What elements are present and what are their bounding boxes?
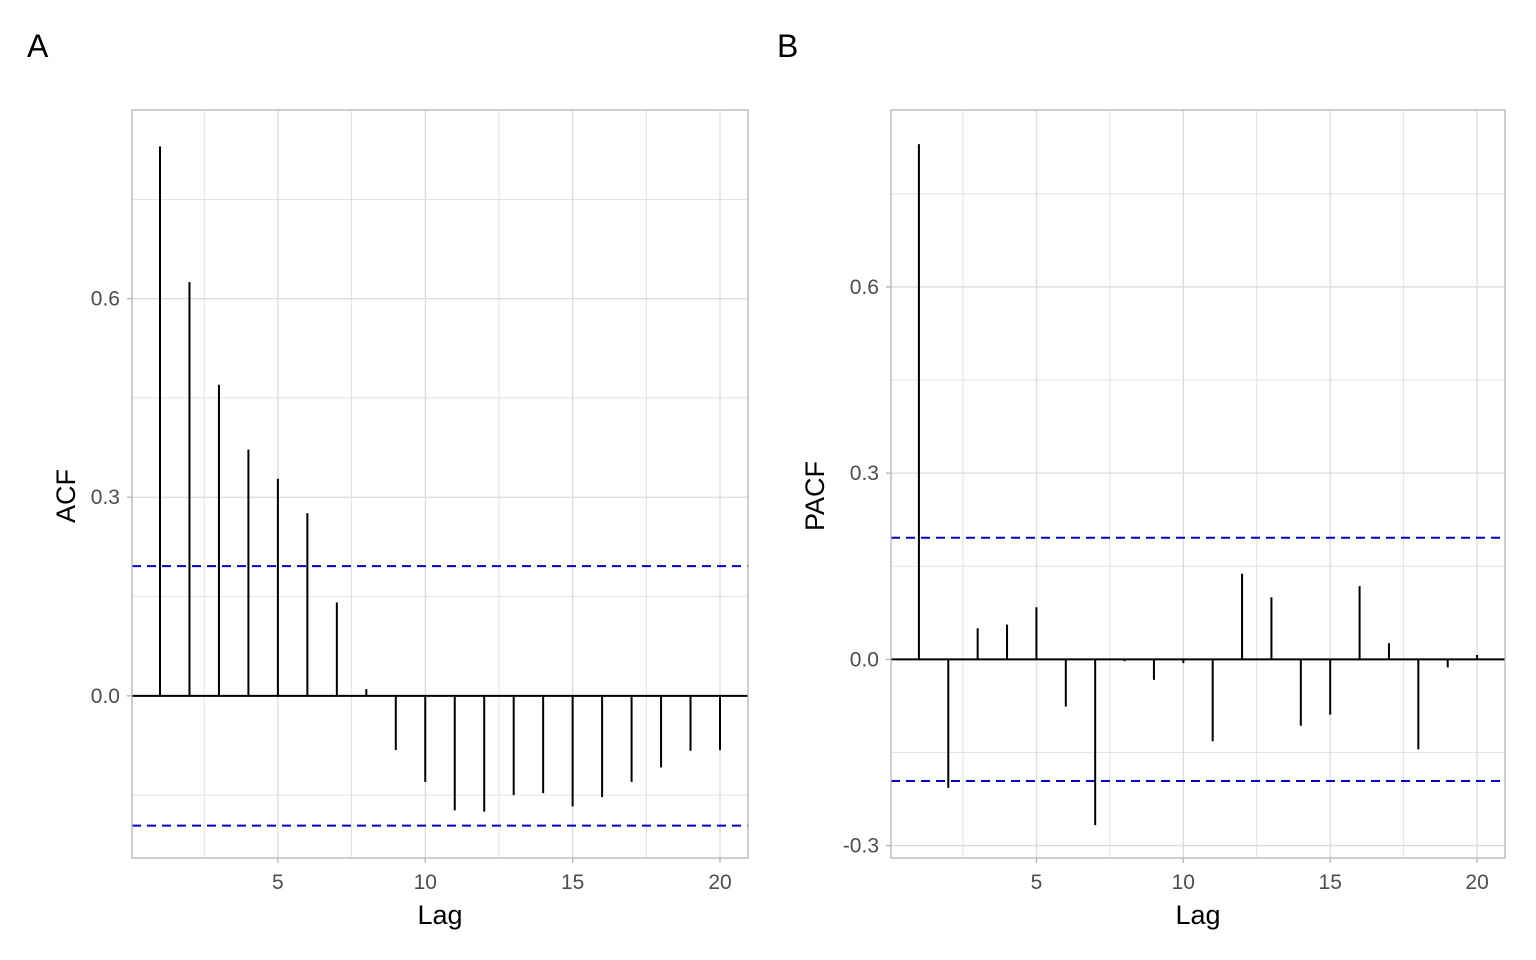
x-axis-title-b: Lag: [1175, 900, 1220, 930]
x-tick-label-a: 15: [561, 871, 584, 894]
y-tick-label-a: 0.3: [91, 486, 120, 509]
plot-background-a: [132, 110, 748, 858]
plot-border-a: [131, 109, 749, 859]
x-tick-label-a: 5: [272, 871, 284, 894]
y-tick-label-b: 0.6: [850, 276, 879, 299]
x-tick-label-b: 20: [1465, 871, 1488, 894]
x-tick-label-b: 10: [1172, 871, 1195, 894]
y-axis-title-a: ACF: [51, 469, 81, 523]
y-tick-label-b: 0.0: [850, 648, 879, 671]
y-tick-label-b: 0.3: [850, 462, 879, 485]
plot-border-b: [890, 109, 1506, 859]
y-axis-title-b: PACF: [800, 461, 830, 531]
panel-label-b: B: [777, 28, 799, 64]
x-tick-label-b: 5: [1031, 871, 1043, 894]
panel-label-a: A: [27, 28, 49, 64]
chart-panel-b: 5 10 15 20 -0.3 0.0 0.3 0.6 Lag PACF: [800, 109, 1506, 930]
x-tick-label-a: 20: [708, 871, 731, 894]
y-tick-label-a: 0.0: [91, 685, 120, 708]
x-tick-label-a: 10: [414, 871, 437, 894]
y-tick-label-b: -0.3: [843, 835, 879, 858]
x-axis-title-a: Lag: [417, 900, 462, 930]
x-tick-label-b: 15: [1319, 871, 1342, 894]
chart-panel-a: 5 10 15 20 0.0 0.3 0.6 Lag ACF: [51, 109, 749, 930]
plot-background-b: [891, 110, 1505, 858]
y-tick-label-a: 0.6: [91, 288, 120, 311]
